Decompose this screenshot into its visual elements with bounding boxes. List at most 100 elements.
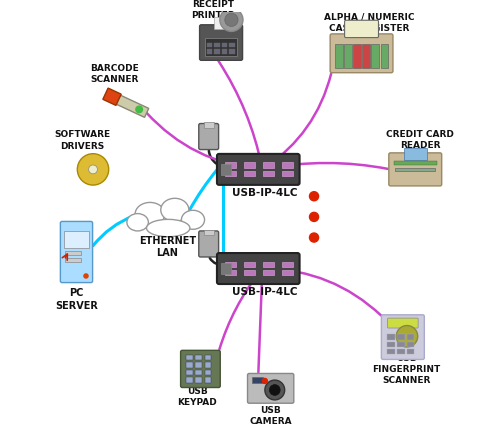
Ellipse shape bbox=[182, 210, 204, 229]
Bar bbox=[64, 231, 89, 248]
Bar bbox=[222, 42, 228, 47]
Bar bbox=[263, 171, 274, 176]
Text: BARCODE
SCANNER: BARCODE SCANNER bbox=[90, 64, 139, 85]
Bar bbox=[196, 377, 202, 383]
Bar bbox=[207, 49, 212, 54]
Text: ALPHA / NUMERIC
CASH REGISTER: ALPHA / NUMERIC CASH REGISTER bbox=[324, 13, 414, 33]
Bar bbox=[222, 49, 228, 54]
Circle shape bbox=[84, 274, 88, 278]
Bar bbox=[263, 270, 274, 275]
Bar bbox=[282, 171, 292, 176]
Bar bbox=[387, 334, 394, 340]
FancyBboxPatch shape bbox=[389, 153, 442, 186]
FancyBboxPatch shape bbox=[344, 20, 378, 38]
Bar bbox=[282, 162, 292, 168]
Bar bbox=[204, 355, 211, 360]
Bar bbox=[230, 49, 234, 54]
FancyBboxPatch shape bbox=[60, 221, 92, 283]
Circle shape bbox=[265, 380, 284, 400]
Bar bbox=[362, 44, 370, 68]
Bar bbox=[407, 349, 414, 354]
Circle shape bbox=[78, 154, 108, 185]
Bar bbox=[221, 263, 231, 274]
FancyBboxPatch shape bbox=[199, 124, 218, 150]
Bar bbox=[221, 163, 231, 175]
Bar bbox=[204, 122, 214, 128]
Text: CREDIT CARD
READER: CREDIT CARD READER bbox=[386, 130, 454, 150]
Bar bbox=[66, 258, 81, 262]
Text: RECEIPT
PRINTER: RECEIPT PRINTER bbox=[191, 0, 234, 21]
Text: SOFTWARE
DRIVERS: SOFTWARE DRIVERS bbox=[54, 130, 110, 151]
Circle shape bbox=[220, 8, 243, 31]
Circle shape bbox=[136, 106, 142, 113]
Bar bbox=[282, 262, 292, 267]
Circle shape bbox=[88, 165, 98, 174]
Bar bbox=[387, 349, 394, 354]
Bar bbox=[207, 42, 212, 47]
Text: ETHERNET
LAN: ETHERNET LAN bbox=[139, 236, 196, 258]
Bar bbox=[404, 148, 427, 160]
Bar bbox=[214, 17, 228, 29]
Polygon shape bbox=[103, 88, 121, 106]
Circle shape bbox=[225, 13, 238, 27]
FancyBboxPatch shape bbox=[388, 318, 418, 328]
Bar bbox=[397, 349, 404, 354]
Text: USB
KEYPAD: USB KEYPAD bbox=[177, 387, 217, 408]
Bar bbox=[372, 44, 379, 68]
Circle shape bbox=[310, 233, 318, 242]
Bar bbox=[204, 377, 211, 383]
Bar bbox=[186, 363, 193, 368]
Bar bbox=[204, 230, 214, 236]
Bar bbox=[206, 39, 237, 56]
Text: USB
FINGERPRINT
SCANNER: USB FINGERPRINT SCANNER bbox=[372, 354, 440, 385]
Bar bbox=[394, 161, 436, 165]
Bar bbox=[225, 162, 235, 168]
Bar bbox=[335, 44, 342, 68]
FancyBboxPatch shape bbox=[199, 231, 218, 257]
Circle shape bbox=[310, 192, 318, 201]
Bar bbox=[252, 377, 263, 384]
Bar bbox=[407, 341, 414, 347]
FancyBboxPatch shape bbox=[330, 34, 393, 73]
Bar bbox=[263, 162, 274, 168]
Bar bbox=[186, 377, 193, 383]
Bar bbox=[344, 44, 352, 68]
Bar bbox=[244, 171, 254, 176]
Bar bbox=[282, 270, 292, 275]
Bar bbox=[196, 363, 202, 368]
FancyBboxPatch shape bbox=[217, 154, 300, 185]
Ellipse shape bbox=[127, 214, 148, 231]
Circle shape bbox=[396, 326, 417, 347]
Bar bbox=[397, 341, 404, 347]
Polygon shape bbox=[114, 94, 149, 118]
Bar bbox=[66, 251, 81, 255]
Bar bbox=[397, 334, 404, 340]
Bar bbox=[380, 44, 388, 68]
Text: USB
CAMERA: USB CAMERA bbox=[250, 406, 292, 426]
Circle shape bbox=[310, 212, 318, 221]
FancyBboxPatch shape bbox=[382, 315, 424, 360]
Bar bbox=[263, 262, 274, 267]
FancyBboxPatch shape bbox=[200, 25, 242, 60]
Bar bbox=[225, 270, 235, 275]
Bar bbox=[186, 370, 193, 375]
Bar bbox=[196, 355, 202, 360]
Bar bbox=[204, 370, 211, 375]
Bar bbox=[387, 341, 394, 347]
Circle shape bbox=[262, 378, 268, 384]
Bar bbox=[186, 355, 193, 360]
Bar bbox=[214, 49, 220, 54]
Text: PC
SERVER: PC SERVER bbox=[55, 288, 98, 311]
FancyBboxPatch shape bbox=[217, 253, 300, 284]
Bar bbox=[407, 334, 414, 340]
Circle shape bbox=[270, 385, 280, 396]
Bar bbox=[244, 270, 254, 275]
Bar bbox=[225, 171, 235, 176]
Bar bbox=[214, 42, 220, 47]
FancyBboxPatch shape bbox=[248, 374, 294, 403]
Ellipse shape bbox=[146, 219, 190, 237]
Ellipse shape bbox=[135, 202, 165, 226]
Bar bbox=[244, 162, 254, 168]
Bar bbox=[225, 262, 235, 267]
FancyBboxPatch shape bbox=[180, 350, 220, 387]
